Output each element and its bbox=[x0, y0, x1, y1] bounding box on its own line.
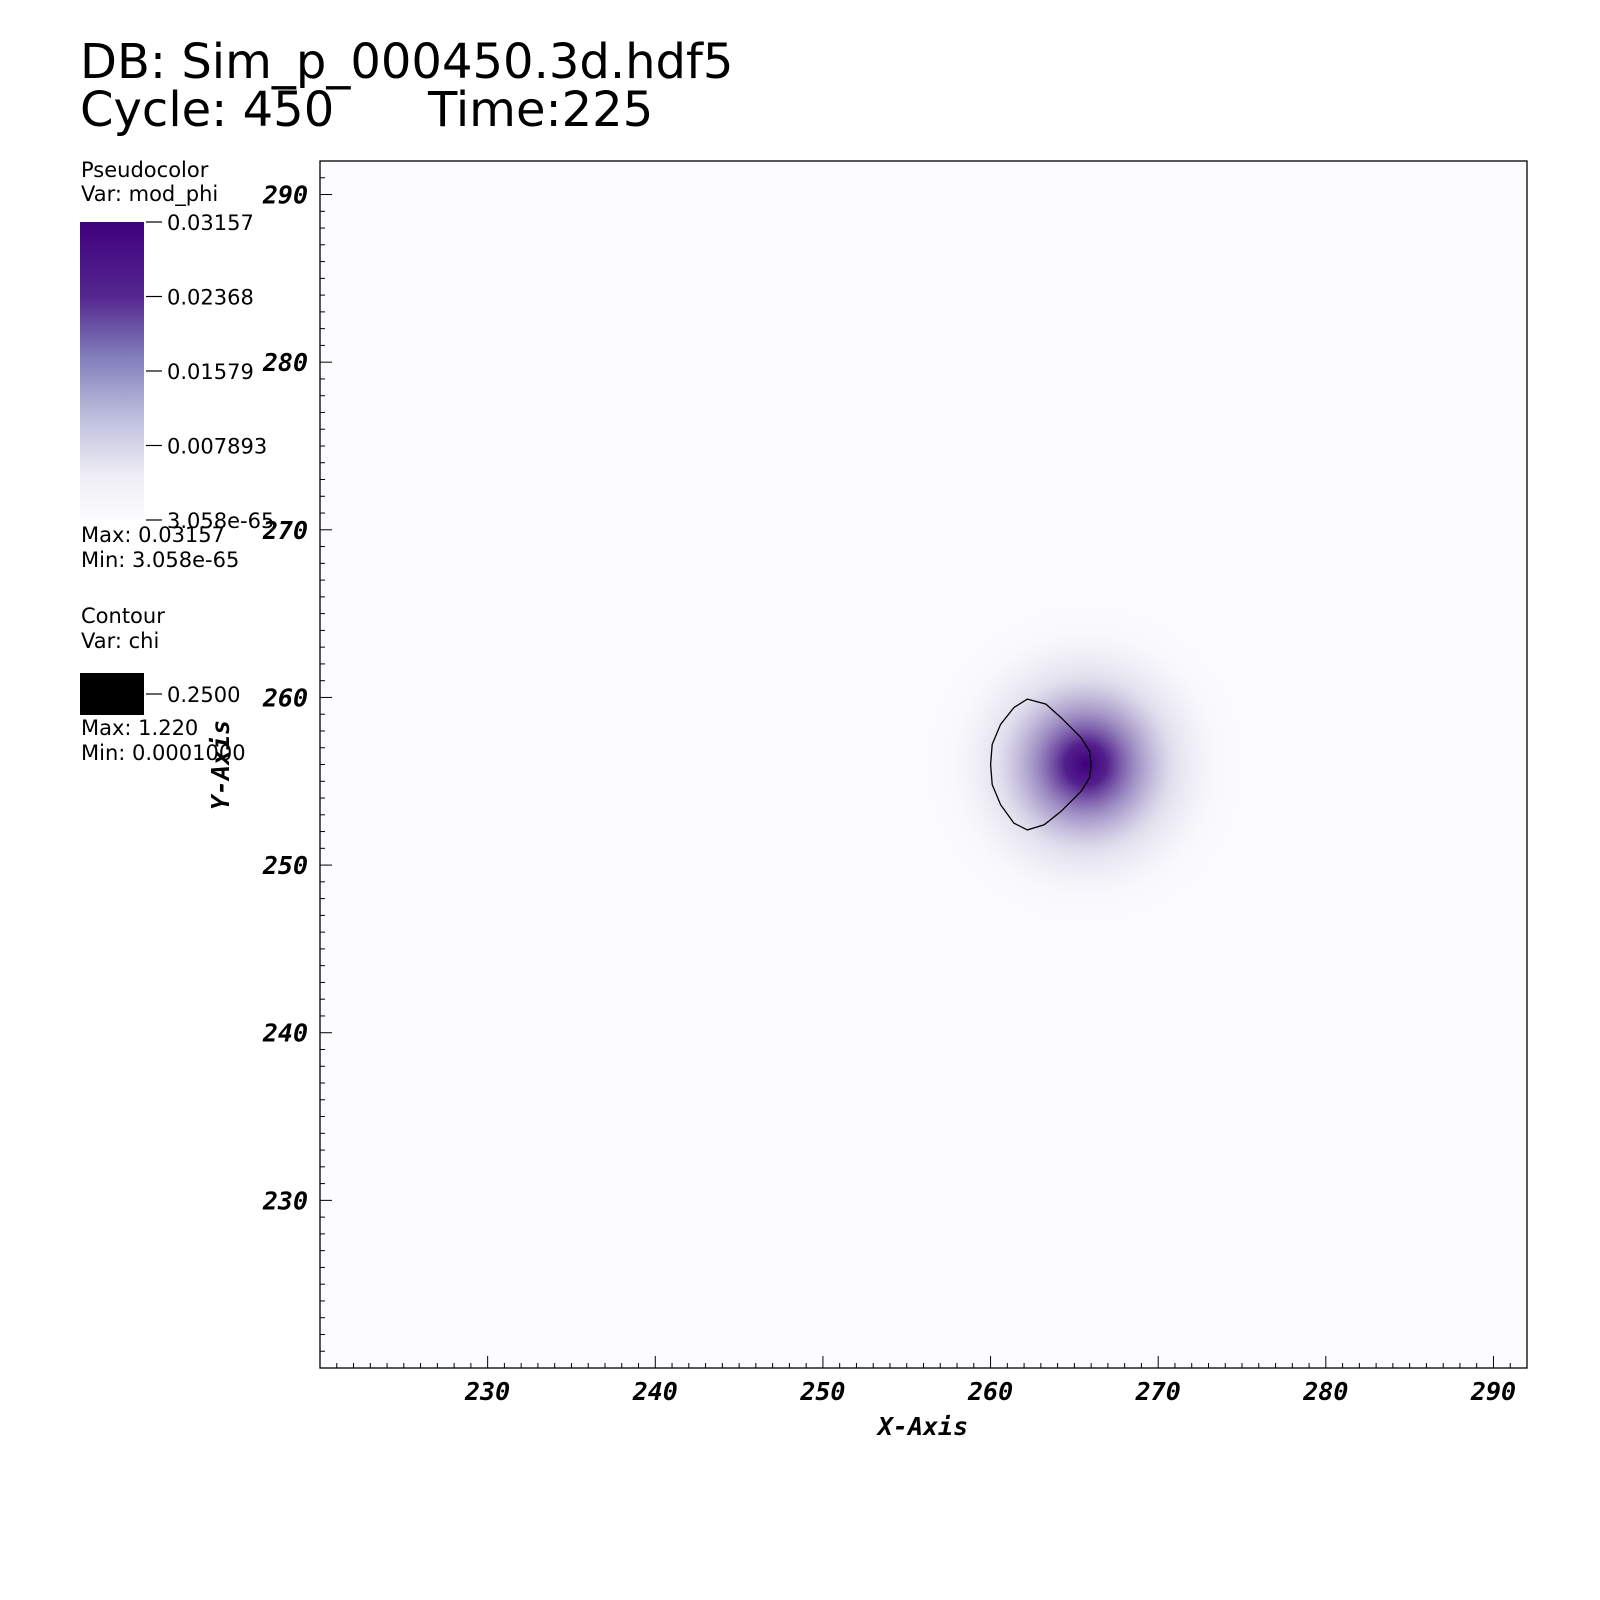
pseudocolor-legend-title: Pseudocolor bbox=[81, 158, 209, 182]
colorbar-tick-label: 0.02368 bbox=[167, 286, 254, 310]
x-tick-label: 260 bbox=[967, 1377, 1013, 1406]
pseudocolor-legend-max: Max: 0.03157 bbox=[81, 523, 226, 547]
contour-legend-swatch bbox=[80, 673, 144, 715]
colorbar-tick-label: 0.03157 bbox=[167, 211, 254, 235]
y-tick-label: 250 bbox=[262, 851, 308, 880]
contour-level-label: 0.2500 bbox=[167, 683, 240, 707]
x-tick-label: 280 bbox=[1302, 1377, 1348, 1406]
y-tick-label: 280 bbox=[262, 348, 308, 377]
y-axis-label: Y-Axis bbox=[206, 720, 235, 810]
contour-legend-max: Max: 1.220 bbox=[81, 716, 199, 740]
y-tick-label: 240 bbox=[262, 1019, 308, 1048]
y-tick-label: 260 bbox=[262, 683, 308, 712]
contour-legend-min: Min: 0.0001000 bbox=[81, 741, 246, 765]
time-label: Time:225 bbox=[428, 82, 654, 138]
database-title: DB: Sim_p_000450.3d.hdf5 bbox=[80, 34, 734, 90]
y-tick-label: 230 bbox=[262, 1186, 308, 1215]
x-axis-label: X-Axis bbox=[876, 1412, 968, 1441]
field-peak-blob bbox=[910, 589, 1261, 940]
x-tick-label: 270 bbox=[1135, 1377, 1181, 1406]
colorbar-tick-label: 0.007893 bbox=[167, 435, 267, 459]
x-tick-label: 230 bbox=[464, 1377, 510, 1406]
cycle-label: Cycle: 450 bbox=[80, 82, 335, 138]
y-tick-label: 290 bbox=[262, 181, 308, 210]
chi-contour-line bbox=[989, 698, 1092, 831]
contour-legend-var: Var: chi bbox=[81, 629, 160, 653]
pseudocolor-colorbar bbox=[80, 222, 144, 520]
colorbar-tick-label: 3.058e-65 bbox=[167, 509, 274, 533]
x-tick-label: 290 bbox=[1470, 1377, 1516, 1406]
x-tick-label: 240 bbox=[632, 1377, 678, 1406]
colorbar-tick-label: 0.01579 bbox=[167, 360, 254, 384]
y-tick-label: 270 bbox=[262, 516, 308, 545]
pseudocolor-legend-var: Var: mod_phi bbox=[81, 182, 219, 206]
x-tick-label: 250 bbox=[799, 1377, 845, 1406]
contour-legend-title: Contour bbox=[81, 604, 165, 628]
pseudocolor-legend-min: Min: 3.058e-65 bbox=[81, 548, 240, 572]
